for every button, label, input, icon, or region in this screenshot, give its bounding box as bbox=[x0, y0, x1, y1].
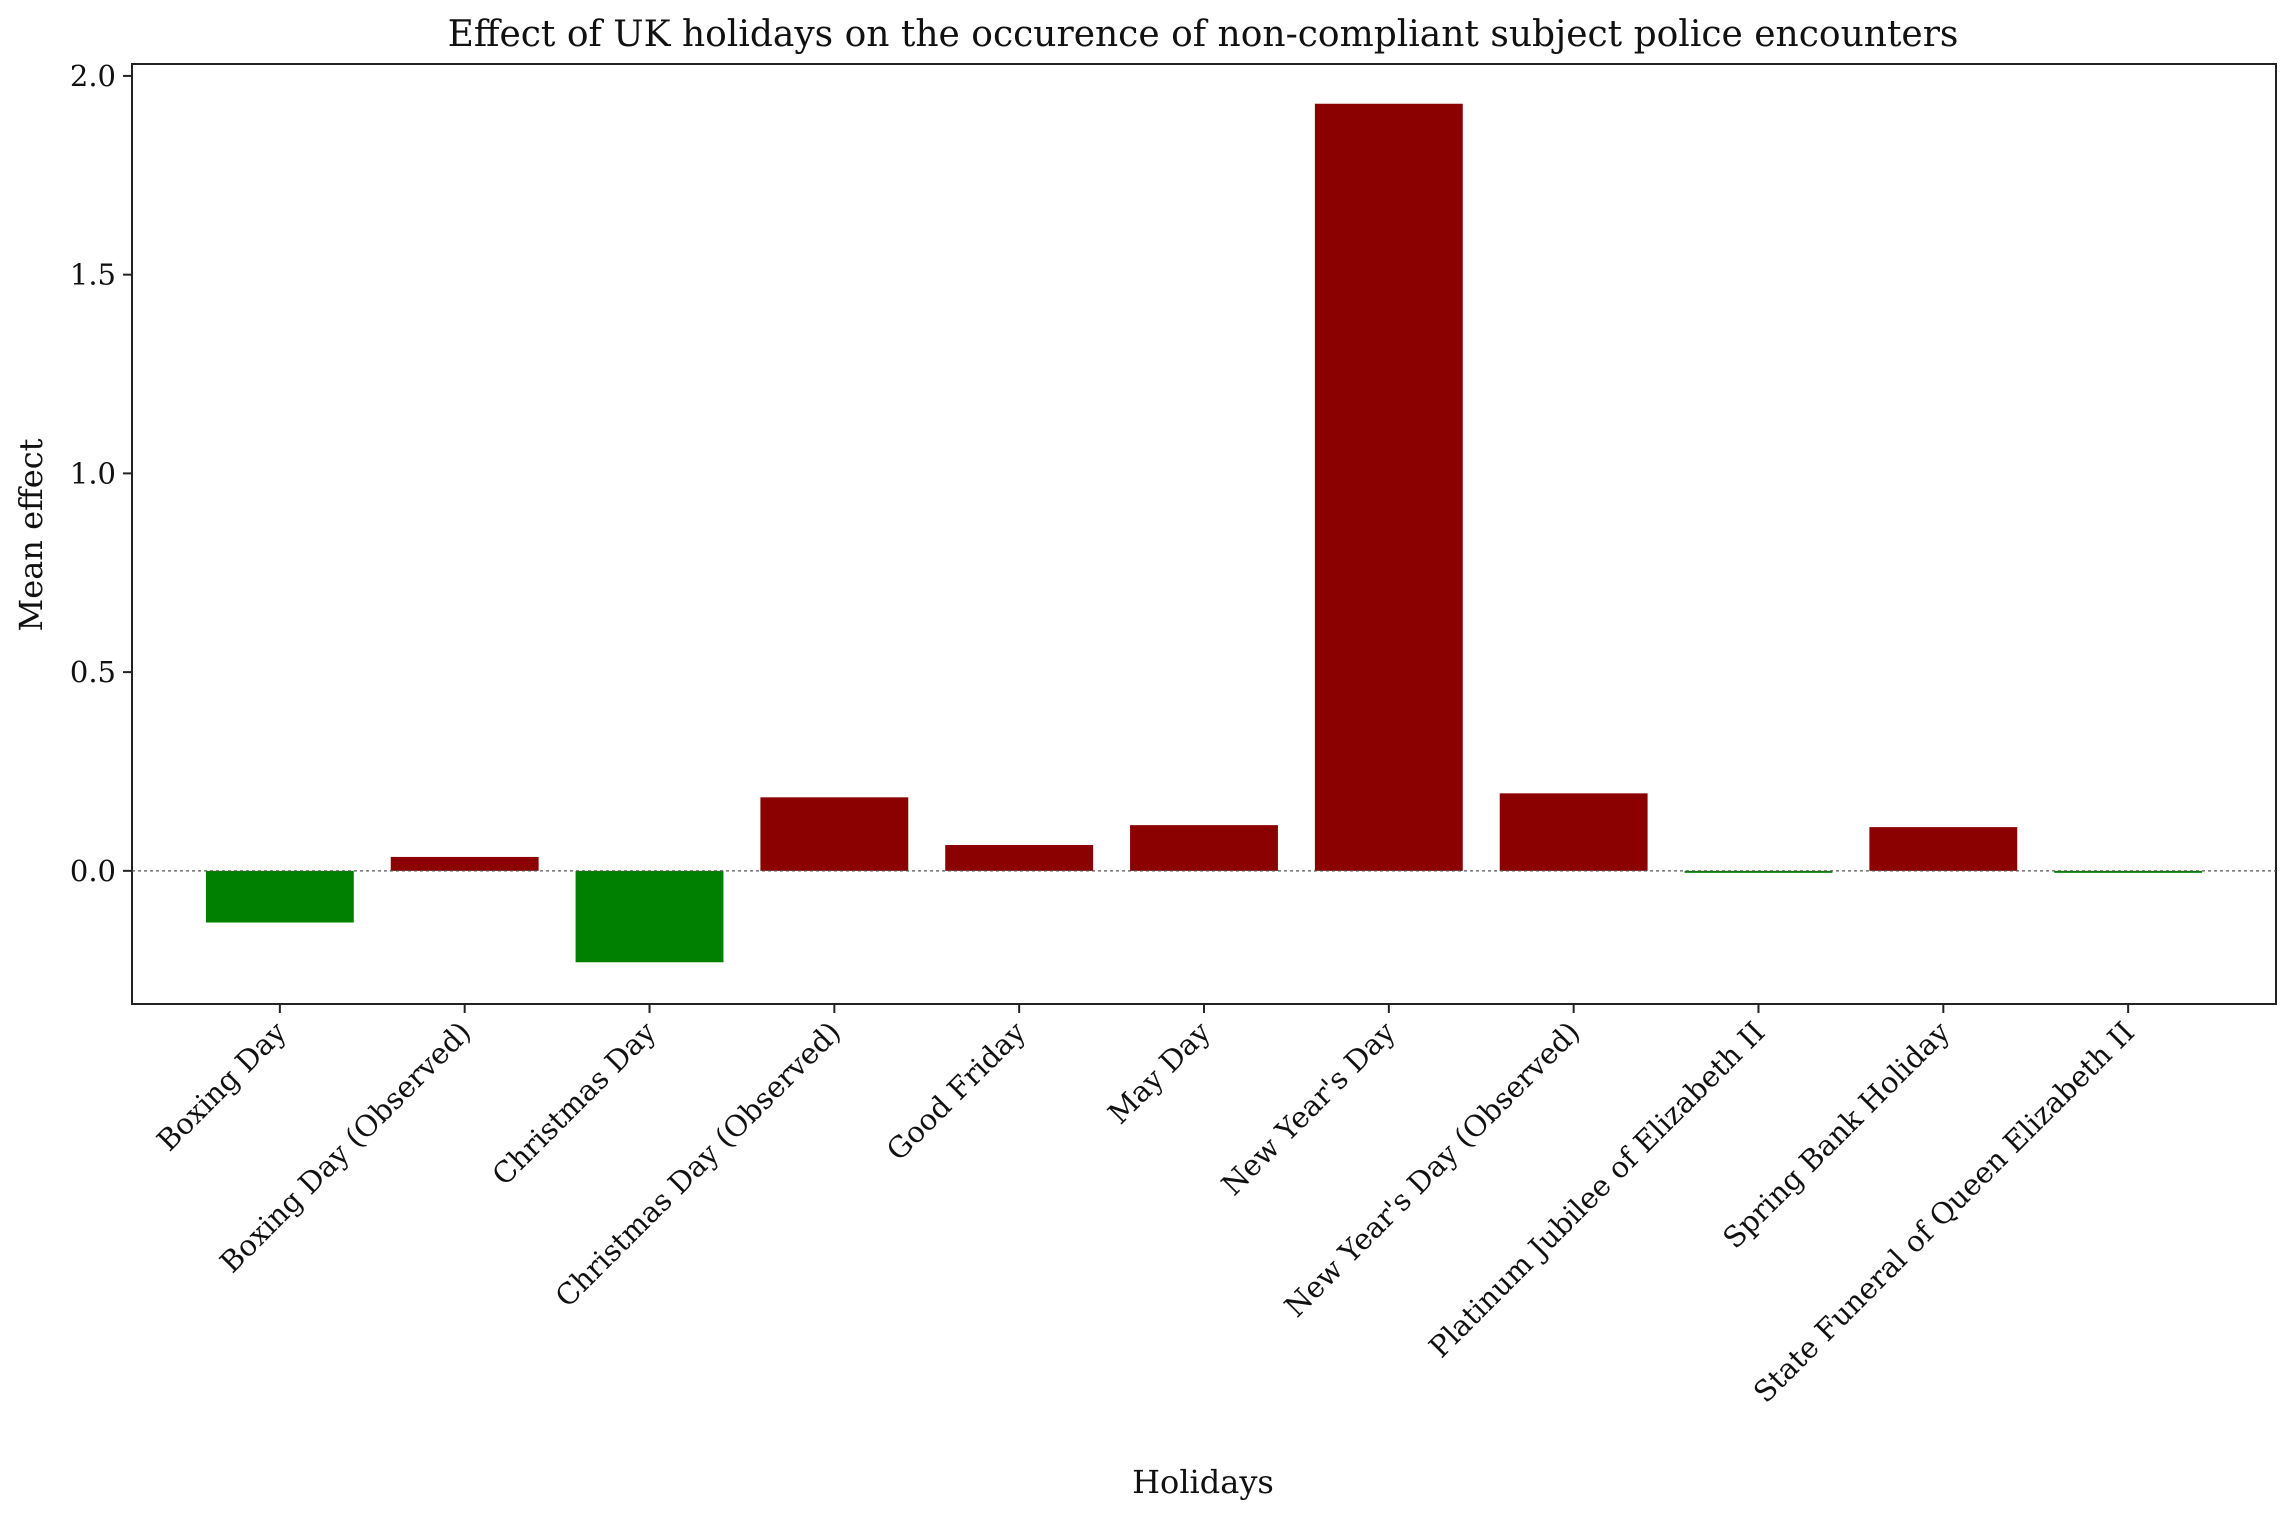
x-tick-label-10: State Funeral of Queen Elizabeth II bbox=[1747, 1015, 2141, 1409]
chart-title: Effect of UK holidays on the occurence o… bbox=[448, 14, 1959, 55]
x-tick-label-2: Christmas Day bbox=[485, 1014, 662, 1191]
y-axis-label: Mean effect bbox=[12, 438, 50, 631]
x-tick-label-5: May Day bbox=[1101, 1014, 1217, 1130]
bar-10 bbox=[2054, 870, 2203, 873]
bar-4 bbox=[945, 845, 1094, 871]
bar-0 bbox=[205, 870, 354, 923]
y-tick-label-0: 0.0 bbox=[70, 854, 116, 888]
bar-7 bbox=[1499, 793, 1648, 871]
bar-8 bbox=[1684, 870, 1833, 873]
bar-9 bbox=[1869, 827, 2018, 871]
y-tick-label-1: 0.5 bbox=[70, 655, 116, 689]
x-tick-label-7: New Year's Day (Observed) bbox=[1278, 1015, 1587, 1324]
x-tick-label-4: Good Friday bbox=[880, 1014, 1033, 1167]
bar-1 bbox=[390, 856, 539, 871]
bar-6 bbox=[1314, 103, 1463, 871]
bar-3 bbox=[760, 797, 909, 871]
bar-2 bbox=[575, 870, 724, 963]
x-axis-label: Holidays bbox=[1132, 1463, 1274, 1501]
bar-5 bbox=[1130, 825, 1278, 871]
x-tick-label-0: Boxing Day bbox=[150, 1014, 293, 1157]
y-tick-label-2: 1.0 bbox=[70, 456, 116, 490]
x-tick-label-6: New Year's Day bbox=[1215, 1014, 1402, 1201]
x-tick-label-8: Platinum Jubilee of Elizabeth II bbox=[1422, 1015, 1771, 1364]
y-tick-label-3: 1.5 bbox=[70, 258, 116, 292]
y-tick-label-4: 2.0 bbox=[70, 59, 116, 93]
